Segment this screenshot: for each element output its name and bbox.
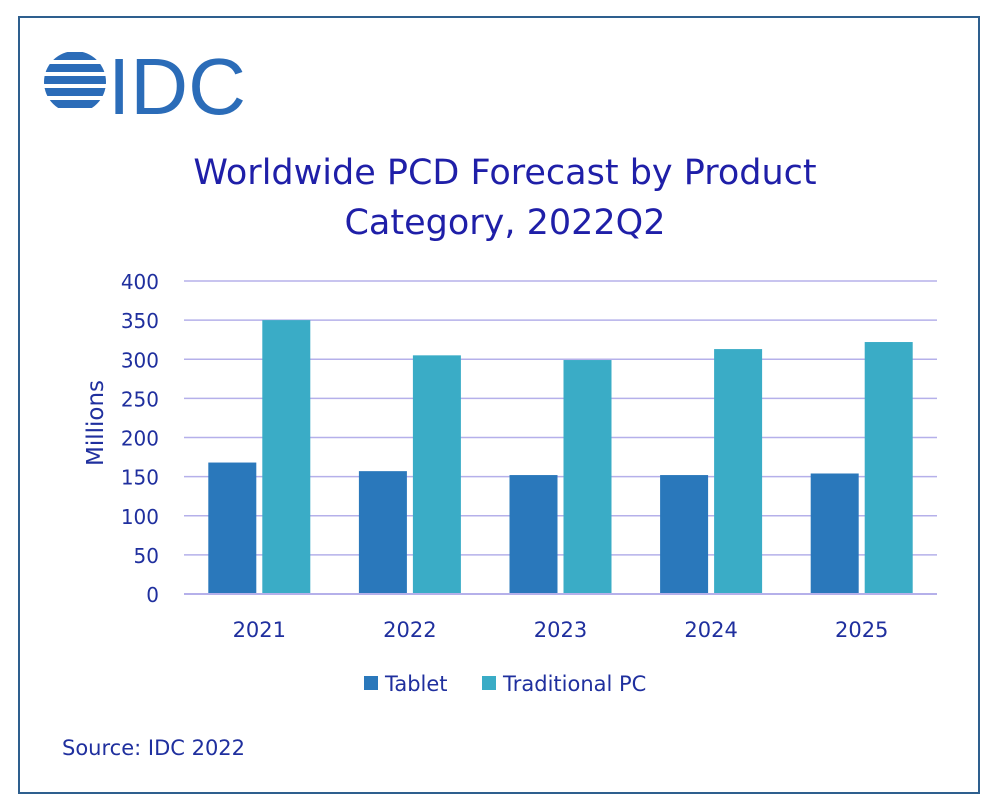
- chart-title-line-2: Category, 2022Q2: [344, 203, 666, 243]
- y-tick-label: 350: [121, 309, 159, 333]
- legend-label: Traditional PC: [502, 672, 646, 696]
- source-note: Source: IDC 2022: [62, 736, 246, 760]
- chart-title: Worldwide PCD Forecast by Product Catego…: [100, 148, 910, 248]
- logo-text: IDC: [108, 44, 246, 120]
- y-tick-label: 100: [121, 505, 159, 529]
- y-tick-label: 300: [121, 348, 159, 372]
- legend-swatch: [482, 676, 496, 690]
- bar-tablet: [358, 471, 407, 594]
- x-tick-label: 2023: [534, 618, 587, 642]
- y-tick-label: 0: [146, 583, 159, 607]
- bar-traditional-pc: [563, 360, 612, 594]
- bar-traditional-pc: [412, 355, 461, 594]
- chart-title-line-1: Worldwide PCD Forecast by Product: [193, 153, 817, 193]
- idc-logo: IDC: [44, 44, 246, 120]
- x-tick-label: 2025: [835, 618, 888, 642]
- y-tick-label: 400: [121, 270, 159, 294]
- bar-tablet: [208, 462, 257, 594]
- x-tick-label: 2022: [383, 618, 436, 642]
- bar-traditional-pc: [714, 349, 763, 594]
- legend-label: Tablet: [384, 672, 448, 696]
- y-tick-label: 150: [121, 466, 159, 490]
- bar-tablet: [660, 475, 709, 594]
- chart-frame: [18, 16, 980, 794]
- y-tick-label: 200: [121, 427, 159, 451]
- bar-tablet: [810, 473, 859, 594]
- bar-traditional-pc: [262, 320, 311, 594]
- globe-icon: [44, 52, 106, 108]
- x-tick-label: 2024: [684, 618, 737, 642]
- y-tick-label: 250: [121, 387, 159, 411]
- y-tick-label: 50: [134, 544, 159, 568]
- x-tick-label: 2021: [233, 618, 286, 642]
- bar-traditional-pc: [864, 342, 913, 594]
- bar-tablet: [509, 475, 558, 594]
- legend-swatch: [364, 676, 378, 690]
- y-axis-label: Millions: [83, 380, 109, 466]
